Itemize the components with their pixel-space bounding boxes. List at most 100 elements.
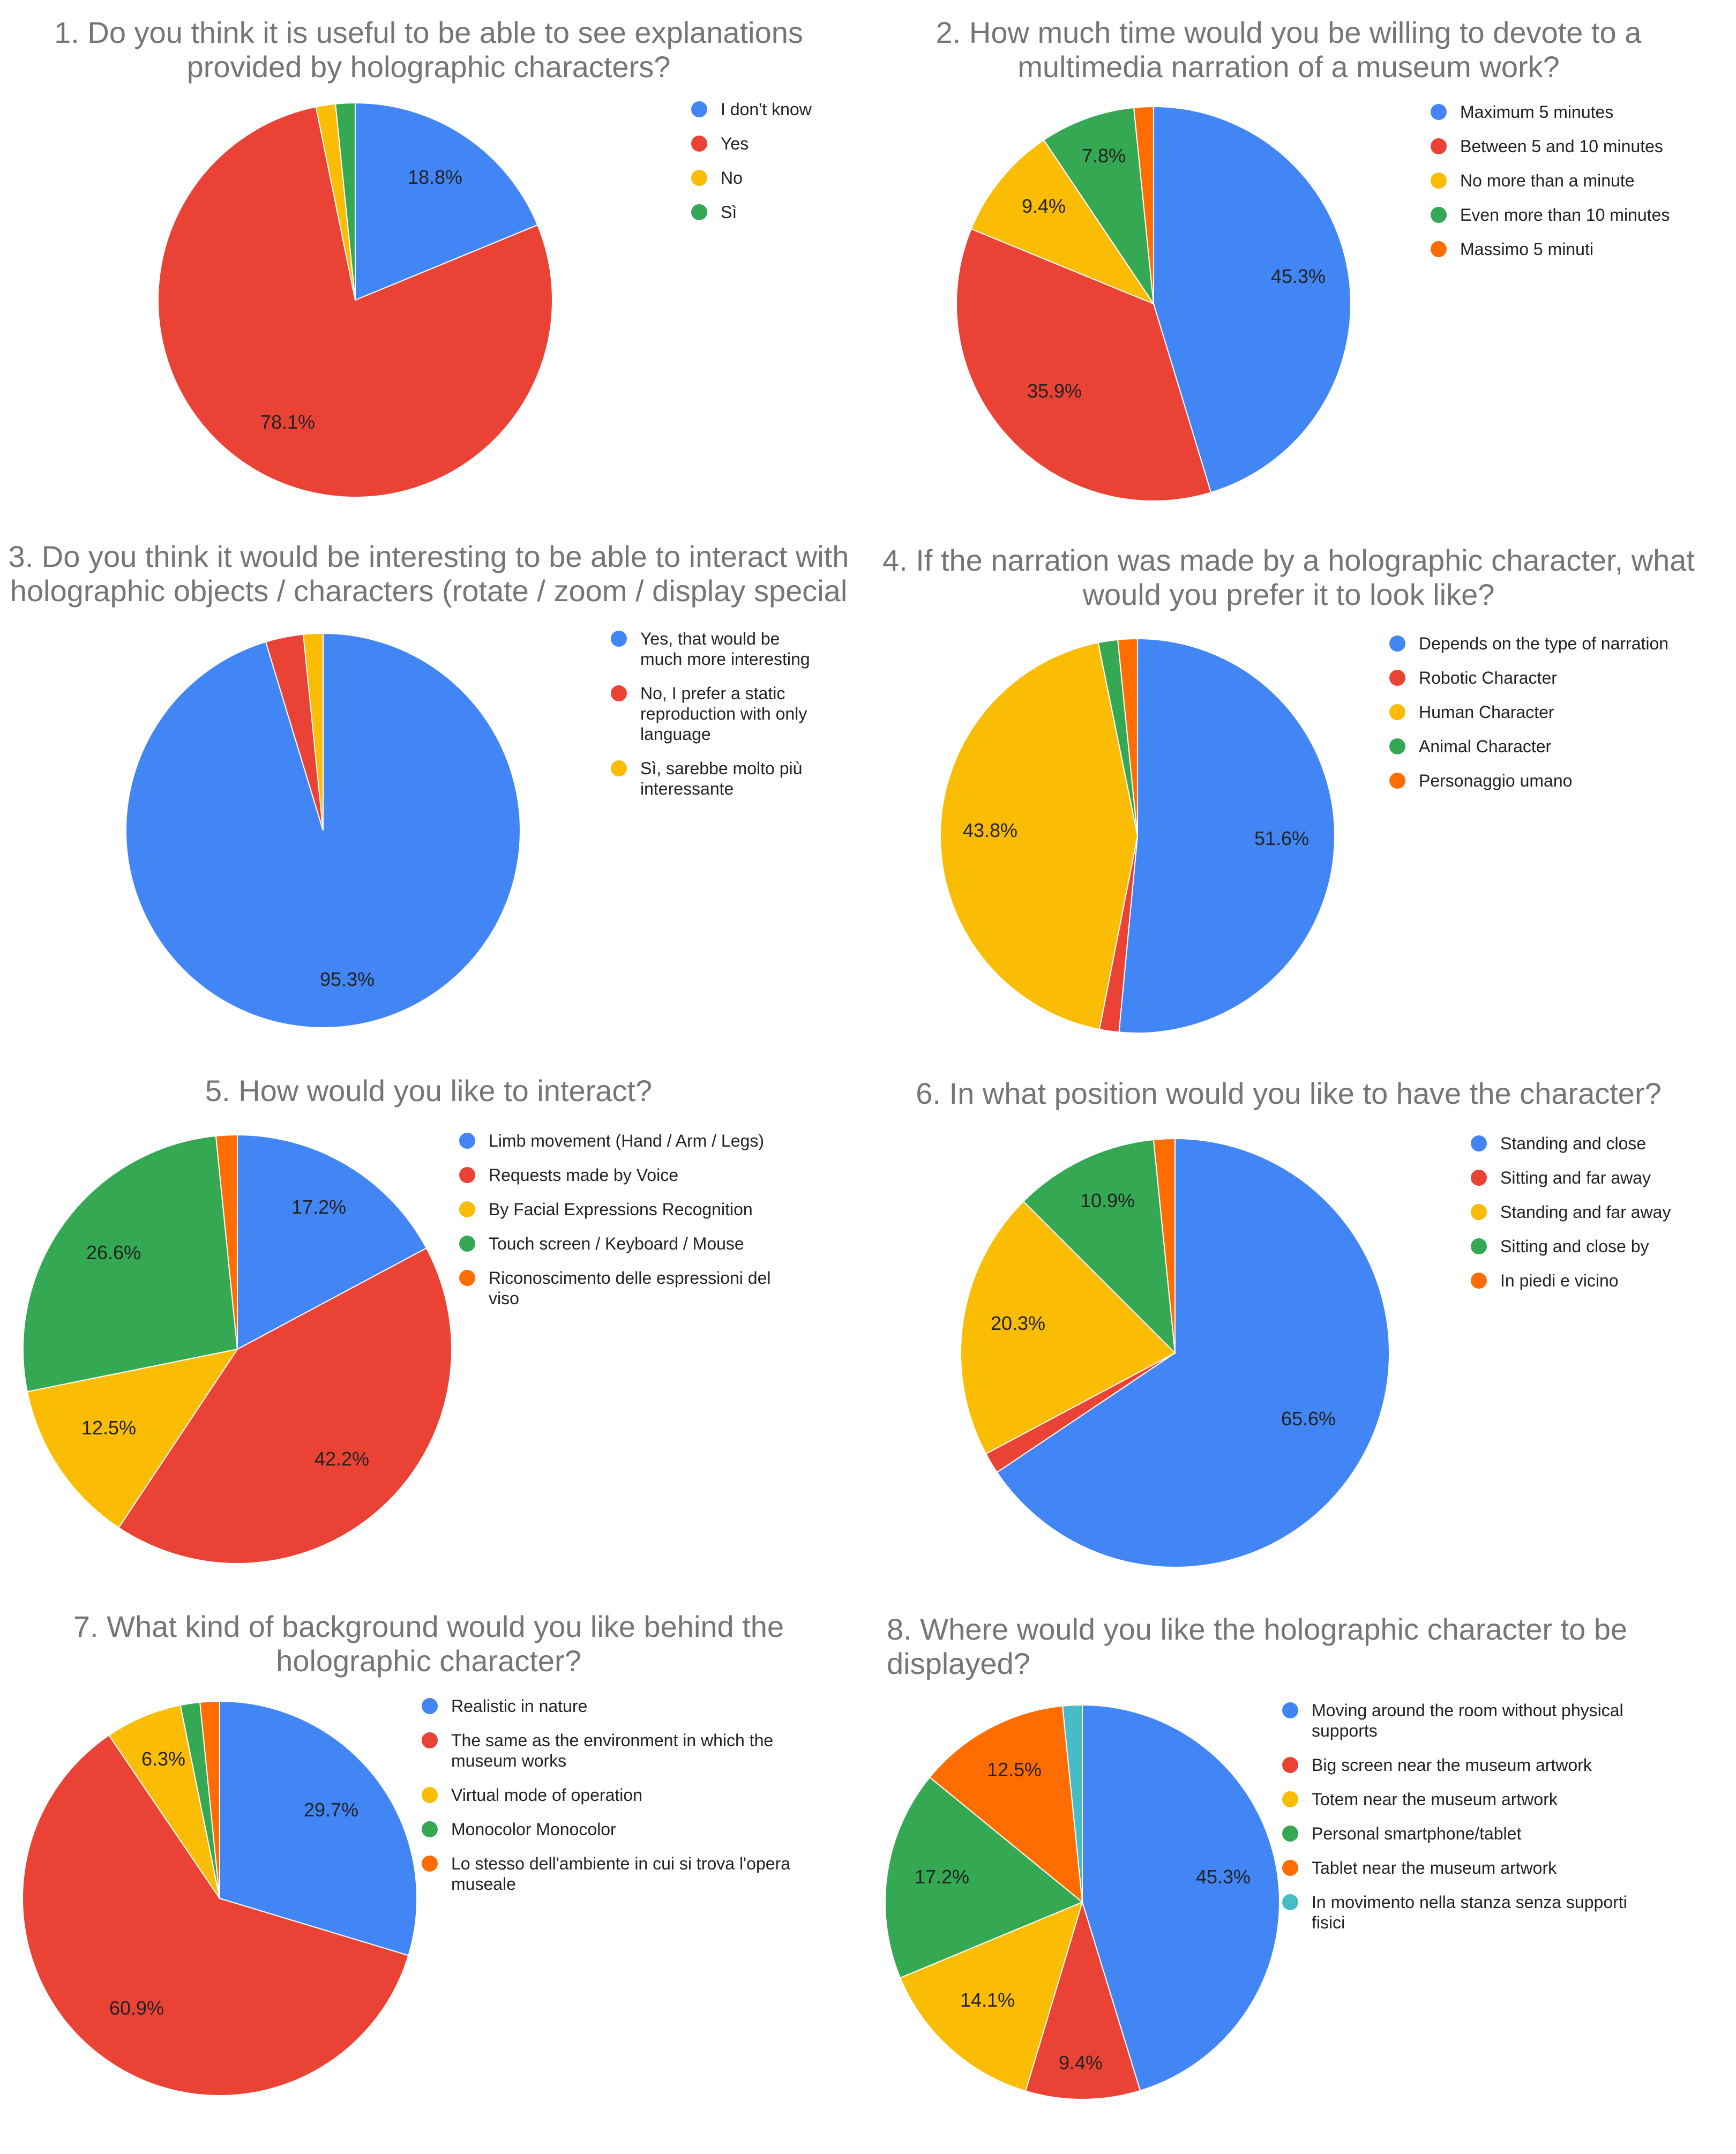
pie-chart-2: 2. How much time would you be willing to… bbox=[936, 16, 1670, 502]
pie-slice bbox=[237, 1134, 428, 1350]
legend-swatch bbox=[1282, 1757, 1298, 1773]
pie-slice bbox=[335, 102, 356, 301]
chart-title: 3. Do you think it would be interesting … bbox=[9, 540, 849, 573]
slice-label: 26.6% bbox=[86, 1241, 141, 1263]
pie-slice bbox=[1153, 106, 1351, 493]
pie-slice bbox=[970, 139, 1155, 305]
pie-slice bbox=[929, 1705, 1083, 1904]
legend-label: Requests made by Voice bbox=[489, 1165, 678, 1185]
legend-swatch bbox=[459, 1133, 475, 1149]
legend-swatch bbox=[1431, 104, 1447, 120]
slice-label: 20.3% bbox=[991, 1312, 1045, 1334]
legend-label: Virtual mode of operation bbox=[451, 1785, 642, 1805]
legend-label: Depends on the type of narration bbox=[1419, 634, 1668, 653]
legend-label: Sì, sarebbe molto più bbox=[640, 759, 802, 778]
slice-label: 17.2% bbox=[291, 1196, 346, 1218]
slice-label: 45.3% bbox=[1271, 265, 1326, 287]
legend-label: Standing and close bbox=[1500, 1134, 1646, 1153]
chart-title: 1. Do you think it is useful to be able … bbox=[54, 16, 803, 49]
legend-swatch bbox=[1389, 773, 1405, 789]
pie-slice bbox=[1024, 1900, 1141, 2100]
pie-slice bbox=[158, 106, 553, 498]
legend-swatch bbox=[1282, 1860, 1298, 1876]
slice-label: 12.5% bbox=[987, 1759, 1042, 1781]
pie-slice bbox=[118, 1247, 452, 1564]
pie-slice bbox=[22, 1734, 409, 2096]
legend-swatch bbox=[459, 1201, 475, 1217]
legend-label: In movimento nella stanza senza supporti bbox=[1312, 1893, 1627, 1912]
legend-swatch bbox=[691, 136, 707, 152]
legend-label: Personal smartphone/tablet bbox=[1312, 1824, 1521, 1843]
legend-swatch bbox=[459, 1236, 475, 1252]
legend-swatch bbox=[1282, 1791, 1298, 1807]
legend-label: No more than a minute bbox=[1460, 171, 1635, 190]
pie-slice bbox=[1043, 107, 1154, 304]
pie-slice bbox=[1133, 106, 1154, 304]
legend-swatch bbox=[1471, 1273, 1487, 1289]
pie-chart-8: 8. Where would you like the holographic … bbox=[885, 1612, 1627, 2100]
slice-label: 9.4% bbox=[1022, 195, 1066, 217]
chart-title: multimedia narration of a museum work? bbox=[1017, 50, 1560, 84]
legend-label: Big screen near the museum artwork bbox=[1312, 1755, 1592, 1775]
chart-title: holographic objects / characters (rotate… bbox=[10, 574, 848, 608]
legend-swatch bbox=[1431, 138, 1447, 154]
legend-label: museale bbox=[451, 1874, 516, 1894]
slice-label: 95.3% bbox=[320, 968, 375, 990]
slice-label: 18.8% bbox=[408, 166, 462, 188]
legend-label: Standing and far away bbox=[1500, 1202, 1671, 1222]
pie-chart-1: 1. Do you think it is useful to be able … bbox=[54, 16, 812, 498]
pie-slice bbox=[26, 1348, 239, 1529]
pie-slice bbox=[960, 1200, 1176, 1455]
legend-label: By Facial Expressions Recognition bbox=[489, 1200, 753, 1219]
legend-swatch bbox=[1282, 1826, 1298, 1842]
legend-swatch bbox=[459, 1270, 475, 1286]
pie-slice bbox=[219, 1700, 417, 1956]
legend-swatch bbox=[1471, 1135, 1487, 1151]
pie-chart-4: 4. If the narration was made by a hologr… bbox=[882, 543, 1695, 1034]
chart-title: 2. How much time would you be willing to… bbox=[936, 16, 1642, 49]
legend-swatch bbox=[1471, 1204, 1487, 1220]
legend-swatch bbox=[1389, 635, 1405, 652]
legend-swatch bbox=[1431, 241, 1447, 257]
legend-label: Touch screen / Keyboard / Mouse bbox=[489, 1234, 744, 1253]
pie-slice bbox=[1117, 638, 1138, 836]
legend-swatch bbox=[611, 685, 627, 701]
slice-label: 60.9% bbox=[109, 1997, 164, 2019]
legend-swatch bbox=[1471, 1170, 1487, 1186]
legend-swatch bbox=[1282, 1894, 1298, 1910]
pie-slice bbox=[108, 1704, 220, 1899]
legend-swatch bbox=[611, 631, 627, 647]
legend-label: The same as the environment in which the bbox=[451, 1731, 773, 1750]
pie-slice bbox=[199, 1700, 220, 1899]
pie-slice bbox=[215, 1134, 238, 1350]
slice-label: 10.9% bbox=[1080, 1190, 1135, 1211]
legend-label: Human Character bbox=[1419, 702, 1554, 722]
chart-title: 4. If the narration was made by a hologr… bbox=[882, 543, 1695, 577]
slice-label: 42.2% bbox=[315, 1448, 369, 1470]
legend-label: Sitting and far away bbox=[1500, 1168, 1651, 1187]
legend-swatch bbox=[1431, 173, 1447, 189]
legend-label: Even more than 10 minutes bbox=[1460, 205, 1670, 225]
slice-label: 45.3% bbox=[1196, 1866, 1251, 1888]
slice-label: 51.6% bbox=[1254, 827, 1309, 849]
slice-label: 12.5% bbox=[81, 1417, 136, 1439]
legend-label: much more interesting bbox=[640, 649, 810, 669]
legend-swatch bbox=[1282, 1702, 1298, 1718]
legend-swatch bbox=[611, 760, 627, 776]
pie-slice bbox=[1118, 638, 1335, 1034]
chart-title: provided by holographic characters? bbox=[187, 50, 671, 84]
legend-swatch bbox=[691, 101, 707, 117]
legend-swatch bbox=[691, 204, 707, 220]
slice-label: 29.7% bbox=[304, 1799, 358, 1821]
legend-label: Sì bbox=[721, 203, 737, 222]
legend-label: Personaggio umano bbox=[1419, 771, 1572, 790]
legend-swatch bbox=[422, 1787, 438, 1803]
legend-swatch bbox=[1389, 704, 1405, 720]
legend-label: Robotic Character bbox=[1419, 668, 1557, 687]
legend-label: No bbox=[721, 168, 743, 188]
slice-label: 78.1% bbox=[260, 411, 315, 433]
legend-label: language bbox=[640, 724, 711, 744]
slice-label: 65.6% bbox=[1281, 1408, 1336, 1430]
legend-swatch bbox=[422, 1698, 438, 1714]
legend-label: Riconoscimento delle espressioni del bbox=[489, 1268, 771, 1288]
